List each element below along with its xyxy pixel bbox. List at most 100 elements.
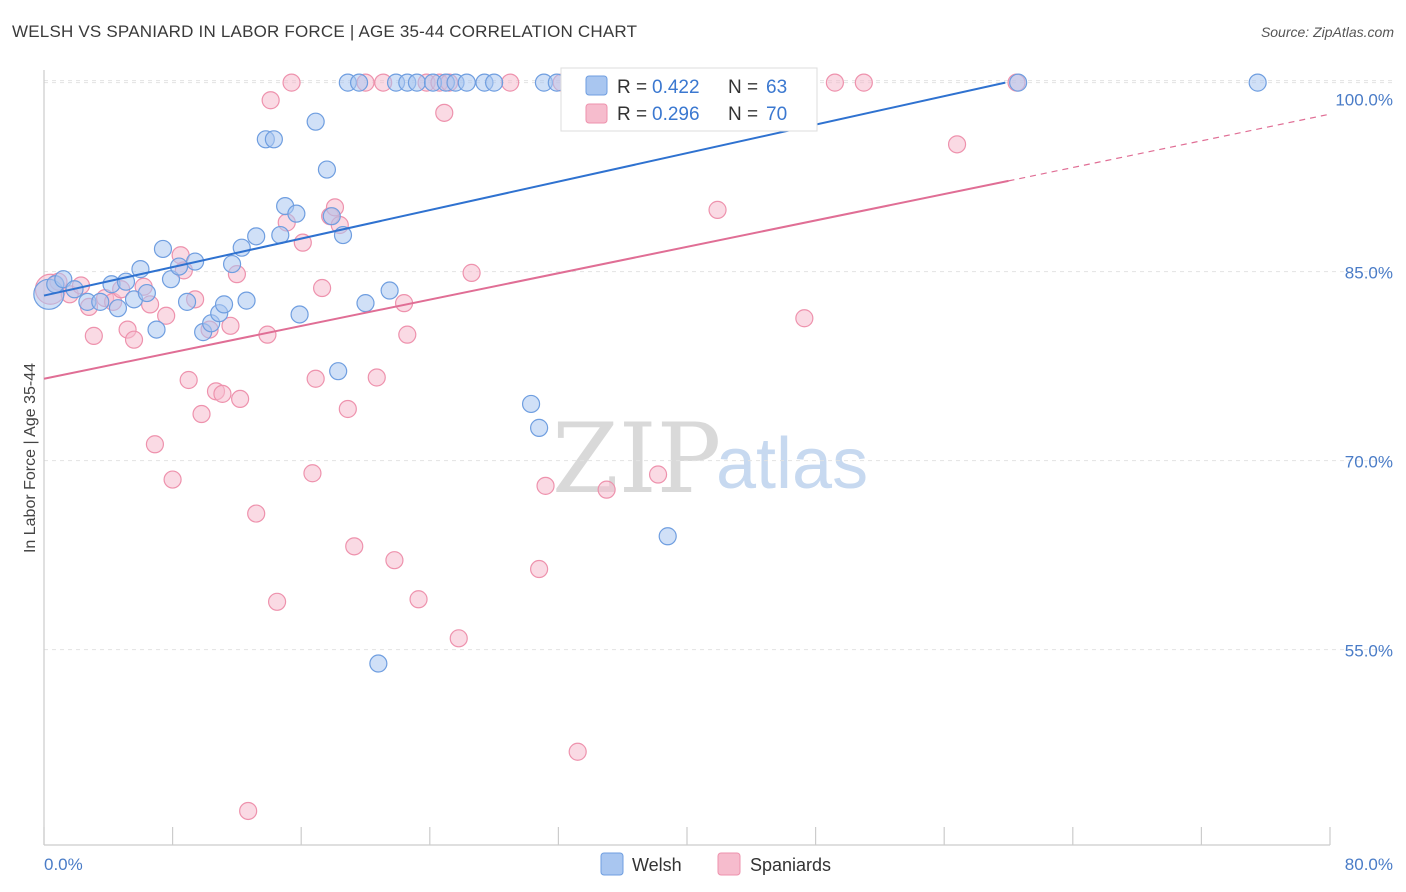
x-tick-label-min: 0.0% (44, 855, 83, 874)
spaniards-point (179, 370, 198, 390)
welsh-point (485, 73, 504, 92)
welsh-point (264, 130, 283, 149)
bottom-legend-welsh-label: Welsh (632, 855, 682, 875)
y-tick-label: 100.0% (1335, 91, 1393, 110)
welsh-point (153, 239, 173, 259)
spaniards-point (303, 464, 322, 483)
welsh-point (91, 292, 110, 311)
welsh-point (407, 73, 427, 92)
watermark-atlas: atlas (716, 424, 868, 504)
y-tick-labels: 55.0% 70.0% 85.0% 100.0% (1335, 91, 1393, 661)
y-tick-label: 55.0% (1345, 642, 1393, 661)
spaniards-point (231, 389, 250, 409)
spaniards-point (192, 404, 211, 424)
spaniards-point (367, 368, 386, 387)
welsh-point (380, 281, 399, 300)
welsh-point (147, 320, 166, 339)
legend-spaniards-n-value: 70 (766, 104, 787, 125)
spaniards-point (145, 435, 165, 454)
chart-title: WELSH VS SPANIARD IN LABOR FORCE | AGE 3… (12, 22, 638, 41)
spaniards-point (795, 309, 814, 328)
welsh-point (530, 418, 549, 437)
welsh-point (521, 394, 541, 414)
legend-spaniards-r-label: R = (617, 104, 647, 125)
welsh-point (369, 654, 388, 673)
spaniards-point (435, 103, 454, 122)
y-tick-label: 70.0% (1345, 453, 1393, 472)
spaniards-point (213, 384, 232, 403)
legend-welsh-n-value: 63 (766, 77, 787, 98)
spaniards-point (825, 73, 844, 92)
welsh-point (137, 283, 156, 303)
spaniards-point (312, 278, 332, 298)
legend-spaniards-r-value: 0.296 (652, 104, 700, 125)
spaniards-point (501, 73, 520, 92)
welsh-point (1009, 73, 1028, 92)
legend-welsh-r-label: R = (617, 77, 647, 98)
welsh-point (54, 270, 73, 289)
spaniards-point (338, 399, 357, 419)
spaniards-point (648, 465, 668, 484)
welsh-series (33, 73, 1267, 673)
welsh-point (287, 204, 306, 223)
welsh-point (214, 295, 234, 314)
legend-welsh-swatch (585, 75, 608, 96)
x-ticks (43, 827, 1331, 845)
bottom-legend-spaniards-swatch (717, 852, 741, 876)
spaniards-point (306, 369, 325, 388)
legend-welsh-n-label: N = (728, 77, 758, 98)
legend-welsh-r-value: 0.422 (652, 77, 700, 98)
welsh-point (177, 292, 197, 311)
legend-spaniards-n-label: N = (728, 104, 758, 125)
trend-lines (43, 81, 1331, 380)
watermark-zip: ZIP (552, 403, 721, 515)
spaniards-point (157, 306, 176, 325)
spaniards-point (947, 135, 967, 154)
welsh-point (237, 291, 256, 310)
welsh-point (349, 73, 369, 92)
spaniards-point (462, 263, 481, 282)
welsh-point (457, 73, 476, 92)
x-tick-label-max: 80.0% (1345, 855, 1393, 874)
spaniards-trend-line (43, 179, 1009, 380)
spaniards-point (239, 801, 258, 821)
spaniards-point (84, 326, 103, 345)
welsh-point (306, 112, 325, 131)
spaniards-point (597, 480, 616, 499)
spaniards-point (398, 325, 417, 344)
spaniards-point (708, 200, 727, 219)
spaniards-point (247, 504, 266, 523)
legend: R = 0.422 N = 63 R = 0.296 N = 70 (560, 67, 818, 132)
bottom-legend: Welsh Spaniards (600, 852, 831, 876)
spaniards-point (385, 551, 404, 570)
spaniards-point (282, 73, 301, 92)
spaniards-point (221, 316, 240, 335)
spaniards-series (34, 73, 1026, 821)
welsh-point (1248, 73, 1267, 92)
bottom-legend-spaniards-label: Spaniards (750, 855, 831, 875)
welsh-point (329, 362, 348, 381)
welsh-point (222, 254, 242, 274)
spaniards-point (449, 629, 468, 648)
spaniards-point (261, 91, 280, 110)
welsh-point (317, 160, 337, 179)
spaniards-point (409, 590, 428, 609)
chart-source: Source: ZipAtlas.com (1260, 24, 1394, 40)
spaniards-point (345, 537, 364, 556)
legend-spaniards-swatch (585, 103, 608, 124)
spaniards-point (267, 592, 287, 611)
welsh-point (247, 227, 266, 246)
gridlines (44, 80, 1393, 651)
welsh-point (108, 299, 128, 318)
spaniards-trend-extension (1008, 113, 1331, 182)
y-tick-label: 85.0% (1345, 264, 1393, 283)
welsh-point (290, 305, 309, 324)
spaniards-point (163, 470, 182, 489)
welsh-point (322, 207, 341, 226)
y-axis-title: In Labor Force | Age 35-44 (22, 363, 39, 553)
spaniards-point (568, 742, 587, 761)
welsh-point (658, 527, 677, 546)
welsh-trend-line (43, 81, 1006, 297)
spaniards-point (854, 73, 873, 92)
